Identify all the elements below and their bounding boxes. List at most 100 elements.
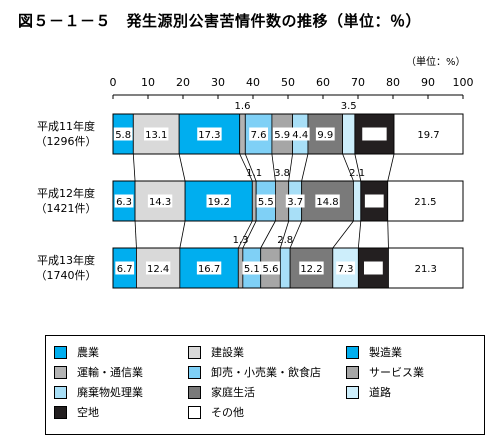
data-label: 21.3 bbox=[415, 264, 437, 275]
data-label-bg bbox=[113, 127, 133, 141]
data-label: 19.2 bbox=[208, 197, 230, 208]
connector-line bbox=[288, 153, 293, 182]
data-label: 4.4 bbox=[292, 130, 308, 141]
legend-item: 建設業 bbox=[188, 344, 244, 360]
legend-swatch bbox=[54, 385, 67, 399]
data-label: 5.6 bbox=[263, 264, 279, 275]
data-label-bg bbox=[147, 194, 173, 208]
data-label-bg bbox=[114, 194, 134, 208]
legend-item: 空地 bbox=[54, 404, 99, 420]
legend-item: サービス業 bbox=[346, 364, 424, 380]
x-tick-label: 40 bbox=[246, 76, 260, 89]
connector-line bbox=[260, 220, 276, 249]
data-label: 14.3 bbox=[149, 197, 171, 208]
bar-segment bbox=[239, 113, 246, 155]
legend-item: 廃棄物処理業 bbox=[54, 384, 143, 400]
data-label: 5.8 bbox=[115, 130, 131, 141]
connector-line bbox=[237, 220, 253, 249]
data-label: 13.1 bbox=[145, 130, 167, 141]
category-count-label: （1421件） bbox=[36, 202, 97, 215]
data-label: 12.2 bbox=[300, 264, 322, 275]
x-tick-label: 100 bbox=[453, 76, 474, 89]
x-tick-label: 20 bbox=[176, 76, 190, 89]
category-label: 平成11年度 bbox=[37, 119, 95, 133]
bar-segment bbox=[353, 180, 362, 222]
legend-item: 運輸・通信業 bbox=[54, 364, 143, 380]
connector-line bbox=[387, 220, 389, 249]
data-label: 19.7 bbox=[417, 130, 439, 141]
data-label-bg bbox=[290, 127, 310, 141]
connector-line bbox=[332, 220, 354, 249]
bar-outline bbox=[112, 113, 464, 155]
bar-outline bbox=[112, 247, 464, 289]
chart-title: 図５－１－５ 発生源別公害苦情件数の推移（単位：％） bbox=[18, 12, 422, 30]
data-label: 1.6 bbox=[235, 101, 251, 112]
connector-line bbox=[289, 220, 303, 249]
data-label: 3.8 bbox=[274, 168, 290, 179]
legend-swatch bbox=[188, 385, 201, 399]
connector-line bbox=[357, 220, 362, 249]
data-label-bg bbox=[261, 261, 280, 275]
connector-line bbox=[342, 153, 354, 182]
data-label-bg bbox=[144, 127, 169, 141]
bar-outline bbox=[112, 180, 464, 222]
connector-line bbox=[134, 220, 137, 249]
data-label: 2.1 bbox=[349, 168, 365, 179]
data-label-bg bbox=[196, 261, 222, 275]
x-tick-label: 70 bbox=[351, 76, 365, 89]
data-label: 6.7 bbox=[117, 264, 133, 275]
legend-swatch bbox=[188, 345, 201, 359]
data-label-bg bbox=[336, 261, 355, 275]
data-label: 3.5 bbox=[341, 101, 357, 112]
category-count-label: （1296件） bbox=[36, 135, 97, 148]
unit-label: （単位：%） bbox=[406, 57, 466, 68]
data-label: 9.9 bbox=[317, 130, 333, 141]
data-label: 7.6 bbox=[251, 130, 267, 141]
connector-line bbox=[301, 153, 309, 182]
legend-label: 運輸・通信業 bbox=[77, 366, 143, 379]
legend-item: 農業 bbox=[54, 344, 99, 360]
category-count-label: （1740件） bbox=[36, 269, 97, 282]
connector-line bbox=[179, 220, 186, 249]
legend-label: 家庭生活 bbox=[211, 386, 255, 399]
data-label: 7.3 bbox=[338, 264, 354, 275]
legend-swatch bbox=[346, 365, 359, 379]
data-label: 16.7 bbox=[198, 264, 220, 275]
legend-label: 建設業 bbox=[211, 346, 244, 359]
x-tick-label: 30 bbox=[211, 76, 225, 89]
bar-segment bbox=[279, 247, 291, 289]
legend-item: 道路 bbox=[346, 384, 391, 400]
data-label-bg bbox=[315, 127, 335, 141]
connector-line bbox=[132, 153, 136, 182]
legend-swatch bbox=[54, 365, 67, 379]
legend-item: 家庭生活 bbox=[188, 384, 255, 400]
x-tick-label: 0 bbox=[110, 76, 117, 89]
legend-label: 製造業 bbox=[369, 346, 402, 359]
data-label-bg bbox=[315, 194, 340, 208]
category-label: 平成13年度 bbox=[37, 253, 95, 267]
data-label-bg bbox=[197, 127, 222, 141]
connector-line bbox=[178, 153, 186, 182]
legend-swatch bbox=[346, 385, 359, 399]
legend-label: その他 bbox=[211, 406, 244, 419]
data-label-bg bbox=[299, 261, 324, 275]
legend-label: 農業 bbox=[77, 346, 99, 359]
data-label-bg bbox=[364, 261, 383, 275]
legend-label: 空地 bbox=[77, 406, 99, 419]
legend-swatch bbox=[54, 405, 67, 419]
data-label: 14.8 bbox=[316, 197, 338, 208]
legend-label: 道路 bbox=[369, 386, 391, 399]
legend-swatch bbox=[188, 365, 201, 379]
data-label-bg bbox=[249, 127, 268, 141]
legend-label: サービス業 bbox=[369, 366, 424, 379]
data-label: 1.1 bbox=[246, 168, 262, 179]
data-label: 8.6 bbox=[365, 264, 381, 275]
connector-line bbox=[239, 153, 253, 182]
data-label-bg bbox=[115, 261, 135, 275]
bar-segment bbox=[342, 113, 356, 155]
data-label: 6.3 bbox=[116, 197, 132, 208]
legend-item: その他 bbox=[188, 404, 244, 420]
x-tick-label: 50 bbox=[281, 76, 295, 89]
data-label-bg bbox=[206, 194, 231, 208]
connector-line bbox=[271, 153, 276, 182]
